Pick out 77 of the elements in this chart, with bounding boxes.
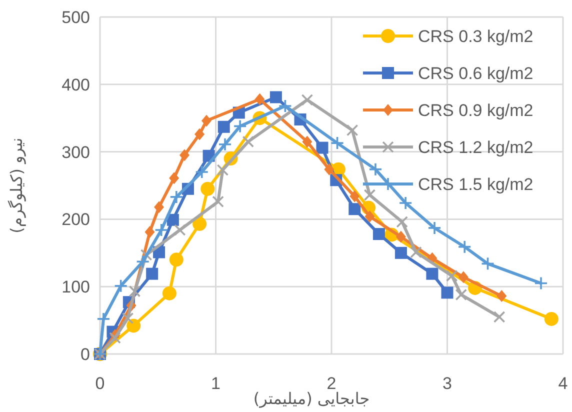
y-tick-label: 200 [62, 210, 90, 230]
point [493, 311, 506, 323]
point [216, 164, 229, 176]
point [446, 270, 458, 282]
point [346, 124, 358, 136]
legend-label: CRS 1.2 kg/m2 [418, 138, 534, 157]
point [212, 196, 224, 208]
point [242, 136, 254, 148]
point [233, 119, 247, 134]
x-tick-label: 1 [211, 374, 220, 393]
point [394, 246, 407, 259]
point [544, 312, 558, 326]
point [428, 221, 442, 235]
point [169, 252, 184, 267]
point [154, 223, 168, 237]
y-tick-label: 0 [80, 345, 90, 364]
y-tick-label: 100 [62, 278, 90, 297]
legend-label: CRS 0.3 kg/m2 [418, 27, 534, 46]
point [496, 290, 507, 302]
point [114, 279, 128, 293]
point [122, 312, 134, 324]
point [192, 216, 207, 231]
x-tick-label: 3 [442, 374, 452, 393]
x-tick-label: 4 [558, 374, 568, 393]
legend-label: CRS 0.6 kg/m2 [418, 64, 534, 83]
point [128, 285, 141, 298]
point [136, 254, 150, 269]
y-tick-label: 500 [62, 8, 90, 27]
point [330, 136, 344, 150]
point [396, 216, 408, 228]
y-tick-label: 300 [62, 142, 90, 162]
point [109, 332, 121, 344]
point [194, 128, 205, 140]
point [270, 91, 282, 104]
point [350, 190, 360, 202]
y-axis-title: نیرو (کیلوگرم) [7, 138, 26, 234]
point [200, 182, 215, 196]
point [301, 94, 314, 106]
point [441, 286, 454, 299]
y-tick-label: 400 [62, 75, 90, 94]
point [166, 214, 179, 226]
point [410, 246, 422, 258]
point [254, 93, 265, 106]
point [146, 268, 158, 280]
point [162, 286, 176, 300]
point [144, 226, 155, 238]
point [368, 162, 382, 176]
point [480, 256, 495, 271]
point [154, 201, 164, 214]
point [194, 165, 209, 179]
point [201, 114, 212, 127]
legend-label: CRS 0.9 kg/m2 [418, 101, 534, 120]
x-tick-label: 0 [95, 374, 105, 393]
point [218, 120, 230, 133]
point [398, 196, 412, 210]
point [316, 142, 328, 154]
point [278, 99, 292, 113]
point [426, 268, 438, 280]
point [180, 149, 190, 162]
point [458, 240, 472, 254]
point [169, 190, 184, 204]
point [364, 189, 376, 201]
point [458, 271, 468, 284]
point [96, 312, 110, 326]
point [174, 224, 186, 236]
legend-label: CRS 1.5 kg/m2 [418, 175, 534, 194]
point [169, 172, 180, 184]
point [348, 203, 361, 216]
point [218, 137, 232, 152]
point [126, 318, 141, 333]
point [302, 136, 312, 148]
point [324, 163, 334, 176]
point [364, 210, 375, 223]
point [396, 230, 406, 243]
point [372, 228, 385, 240]
point [534, 276, 548, 290]
point [455, 288, 468, 301]
